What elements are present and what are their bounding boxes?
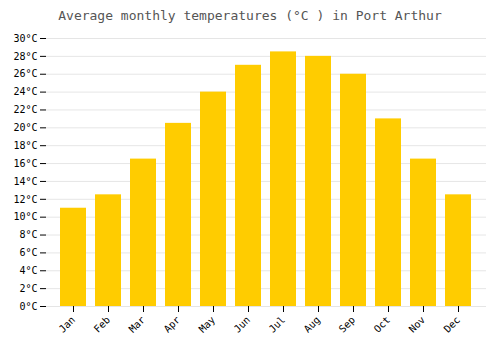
svg-text:6°C: 6°C — [19, 247, 37, 258]
svg-text:10°C: 10°C — [13, 211, 37, 222]
svg-text:Sep: Sep — [337, 314, 358, 335]
svg-text:14°C: 14°C — [13, 176, 37, 187]
svg-text:0°C: 0°C — [19, 301, 37, 312]
svg-text:Apr: Apr — [162, 314, 183, 335]
svg-text:Aug: Aug — [302, 314, 323, 335]
svg-text:Dec: Dec — [442, 314, 463, 335]
svg-text:30°C: 30°C — [13, 33, 37, 44]
svg-text:18°C: 18°C — [13, 140, 37, 151]
svg-text:Nov: Nov — [407, 314, 428, 335]
svg-text:20°C: 20°C — [13, 122, 37, 133]
svg-text:May: May — [197, 314, 218, 335]
svg-text:16°C: 16°C — [13, 158, 37, 169]
svg-text:Jul: Jul — [267, 314, 288, 335]
svg-text:Mar: Mar — [127, 314, 148, 335]
svg-text:24°C: 24°C — [13, 86, 37, 97]
svg-text:26°C: 26°C — [13, 68, 37, 79]
svg-text:12°C: 12°C — [13, 194, 37, 205]
svg-text:8°C: 8°C — [19, 229, 37, 240]
svg-text:Feb: Feb — [92, 314, 113, 335]
html-text:Average monthly temperatures (: Average monthly temperatures (°C ) in Po… — [58, 8, 442, 23]
svg-text:4°C: 4°C — [19, 265, 37, 276]
svg-text:Jan: Jan — [57, 314, 78, 335]
svg-text:2°C: 2°C — [19, 283, 37, 294]
svg-text:Oct: Oct — [372, 314, 393, 335]
svg-text:Jun: Jun — [232, 314, 253, 335]
svg-text:22°C: 22°C — [13, 104, 37, 115]
svg-text:28°C: 28°C — [13, 51, 37, 62]
